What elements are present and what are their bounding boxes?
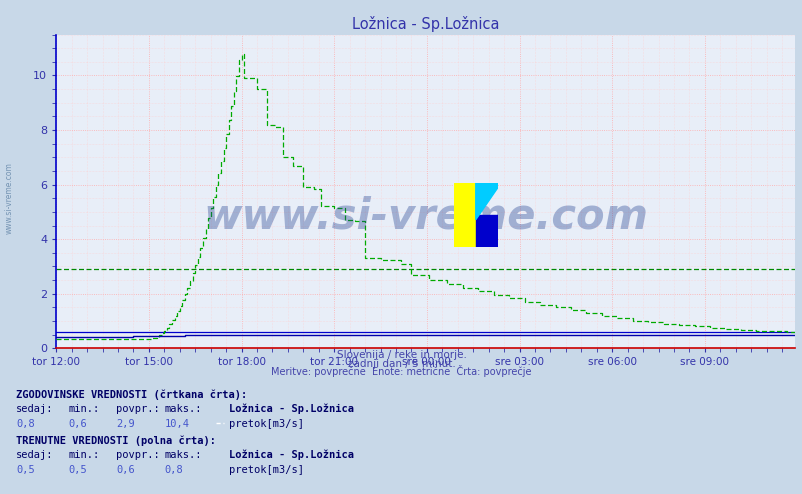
Text: min.:: min.:: [68, 405, 99, 414]
Text: www.si-vreme.com: www.si-vreme.com: [5, 162, 14, 234]
Text: ZGODOVINSKE VREDNOSTI (črtkana črta):: ZGODOVINSKE VREDNOSTI (črtkana črta):: [16, 389, 247, 400]
Text: 0,6: 0,6: [68, 419, 87, 429]
Text: Slovenija / reke in morje.: Slovenija / reke in morje.: [336, 350, 466, 360]
Text: maks.:: maks.:: [164, 451, 202, 460]
Text: 0,5: 0,5: [68, 465, 87, 475]
Text: sedaj:: sedaj:: [16, 451, 54, 460]
Text: TRENUTNE VREDNOSTI (polna črta):: TRENUTNE VREDNOSTI (polna črta):: [16, 435, 216, 446]
Text: www.si-vreme.com: www.si-vreme.com: [203, 196, 647, 238]
Text: 0,8: 0,8: [164, 465, 183, 475]
Text: 0,5: 0,5: [16, 465, 34, 475]
Polygon shape: [475, 215, 497, 247]
Text: Ložnica - Sp.Ložnica: Ložnica - Sp.Ložnica: [229, 404, 354, 414]
Text: maks.:: maks.:: [164, 405, 202, 414]
Title: Ložnica - Sp.Ložnica: Ložnica - Sp.Ložnica: [351, 16, 499, 32]
Text: zadnji dan / 5 minut.: zadnji dan / 5 minut.: [347, 359, 455, 369]
Text: povpr.:: povpr.:: [116, 405, 160, 414]
Text: Meritve: povprečne  Enote: metrične  Črta: povprečje: Meritve: povprečne Enote: metrične Črta:…: [271, 365, 531, 377]
Polygon shape: [475, 183, 497, 220]
Text: 0,6: 0,6: [116, 465, 135, 475]
Text: Ložnica - Sp.Ložnica: Ložnica - Sp.Ložnica: [229, 450, 354, 460]
Text: min.:: min.:: [68, 451, 99, 460]
Text: pretok[m3/s]: pretok[m3/s]: [229, 419, 303, 429]
Text: povpr.:: povpr.:: [116, 451, 160, 460]
Text: 10,4: 10,4: [164, 419, 189, 429]
Polygon shape: [475, 183, 497, 215]
Text: pretok[m3/s]: pretok[m3/s]: [229, 465, 303, 475]
Bar: [453, 183, 475, 247]
Text: 2,9: 2,9: [116, 419, 135, 429]
Text: sedaj:: sedaj:: [16, 405, 54, 414]
Text: 0,8: 0,8: [16, 419, 34, 429]
